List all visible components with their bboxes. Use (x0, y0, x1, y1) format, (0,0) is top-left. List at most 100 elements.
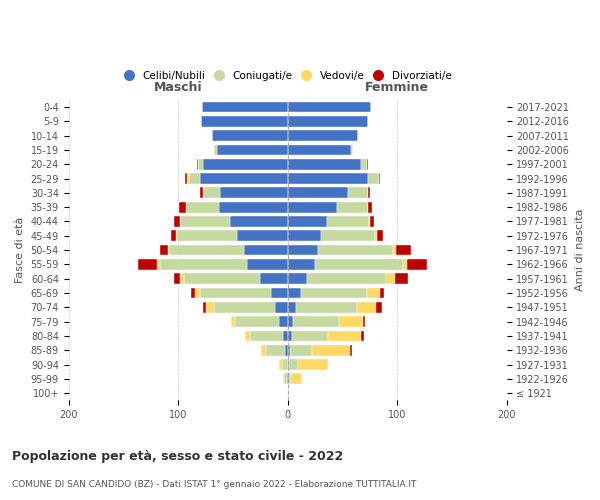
Bar (328, 330, 361, 342)
Bar (287, 216, 327, 227)
Bar (337, 202, 368, 212)
Bar (189, 173, 200, 184)
Bar (181, 274, 184, 284)
Bar (396, 244, 412, 256)
Bar (218, 202, 287, 212)
Bar (282, 359, 287, 370)
Bar (287, 188, 348, 198)
Bar (287, 345, 290, 356)
Bar (363, 316, 365, 327)
Bar (293, 316, 339, 327)
Bar (206, 302, 214, 312)
Bar (187, 173, 189, 184)
Bar (184, 274, 260, 284)
Bar (174, 216, 181, 227)
Text: COMUNE DI SAN CANDIDO (BZ) - Dati ISTAT 1° gennaio 2022 - Elaborazione TUTTITALI: COMUNE DI SAN CANDIDO (BZ) - Dati ISTAT … (12, 480, 416, 489)
Bar (287, 102, 371, 112)
Bar (320, 230, 376, 241)
Bar (191, 288, 194, 298)
Bar (203, 188, 220, 198)
Bar (315, 259, 403, 270)
Bar (247, 259, 287, 270)
Bar (245, 330, 250, 342)
Bar (291, 374, 302, 384)
Bar (200, 173, 287, 184)
Bar (287, 116, 368, 126)
Bar (284, 374, 287, 384)
Bar (197, 159, 198, 170)
Bar (327, 216, 369, 227)
Bar (348, 188, 368, 198)
Bar (275, 302, 287, 312)
Bar (287, 130, 358, 141)
Bar (369, 216, 370, 227)
Bar (376, 302, 382, 312)
Bar (214, 302, 275, 312)
Bar (367, 288, 380, 298)
Bar (200, 288, 271, 298)
Bar (403, 259, 407, 270)
Bar (137, 259, 157, 270)
Bar (203, 302, 206, 312)
Bar (368, 188, 370, 198)
Bar (287, 202, 337, 212)
Bar (339, 316, 363, 327)
Bar (287, 259, 315, 270)
Bar (319, 244, 393, 256)
Bar (298, 359, 328, 370)
Bar (361, 159, 367, 170)
Bar (289, 374, 291, 384)
Bar (169, 244, 244, 256)
Bar (350, 345, 352, 356)
Bar (292, 330, 328, 342)
Y-axis label: Fasce di età: Fasce di età (15, 217, 25, 283)
Y-axis label: Anni di nascita: Anni di nascita (575, 209, 585, 292)
Bar (312, 345, 350, 356)
Bar (185, 173, 187, 184)
Bar (235, 316, 279, 327)
Bar (212, 130, 287, 141)
Bar (287, 330, 292, 342)
Bar (203, 159, 287, 170)
Bar (279, 316, 287, 327)
Bar (287, 144, 351, 156)
Bar (287, 244, 319, 256)
Bar (287, 288, 301, 298)
Bar (287, 374, 289, 384)
Bar (287, 316, 293, 327)
Bar (174, 274, 181, 284)
Bar (286, 345, 287, 356)
Bar (377, 230, 383, 241)
Bar (220, 188, 287, 198)
Bar (194, 288, 200, 298)
Text: Maschi: Maschi (154, 81, 202, 94)
Bar (379, 173, 380, 184)
Bar (407, 259, 427, 270)
Bar (262, 345, 266, 356)
Bar (376, 230, 377, 241)
Bar (271, 288, 287, 298)
Bar (266, 345, 286, 356)
Bar (283, 374, 284, 384)
Bar (290, 345, 312, 356)
Bar (289, 359, 298, 370)
Bar (231, 316, 235, 327)
Bar (181, 216, 230, 227)
Bar (367, 159, 368, 170)
Bar (177, 230, 238, 241)
Bar (287, 159, 361, 170)
Bar (250, 330, 283, 342)
Bar (368, 202, 372, 212)
Bar (217, 144, 287, 156)
Bar (170, 230, 176, 241)
Bar (370, 216, 374, 227)
Bar (230, 216, 287, 227)
Bar (287, 302, 296, 312)
Bar (351, 144, 353, 156)
Bar (244, 244, 287, 256)
Bar (201, 116, 287, 126)
Bar (186, 202, 218, 212)
Text: Femmine: Femmine (365, 81, 429, 94)
Bar (214, 144, 217, 156)
Bar (386, 274, 395, 284)
